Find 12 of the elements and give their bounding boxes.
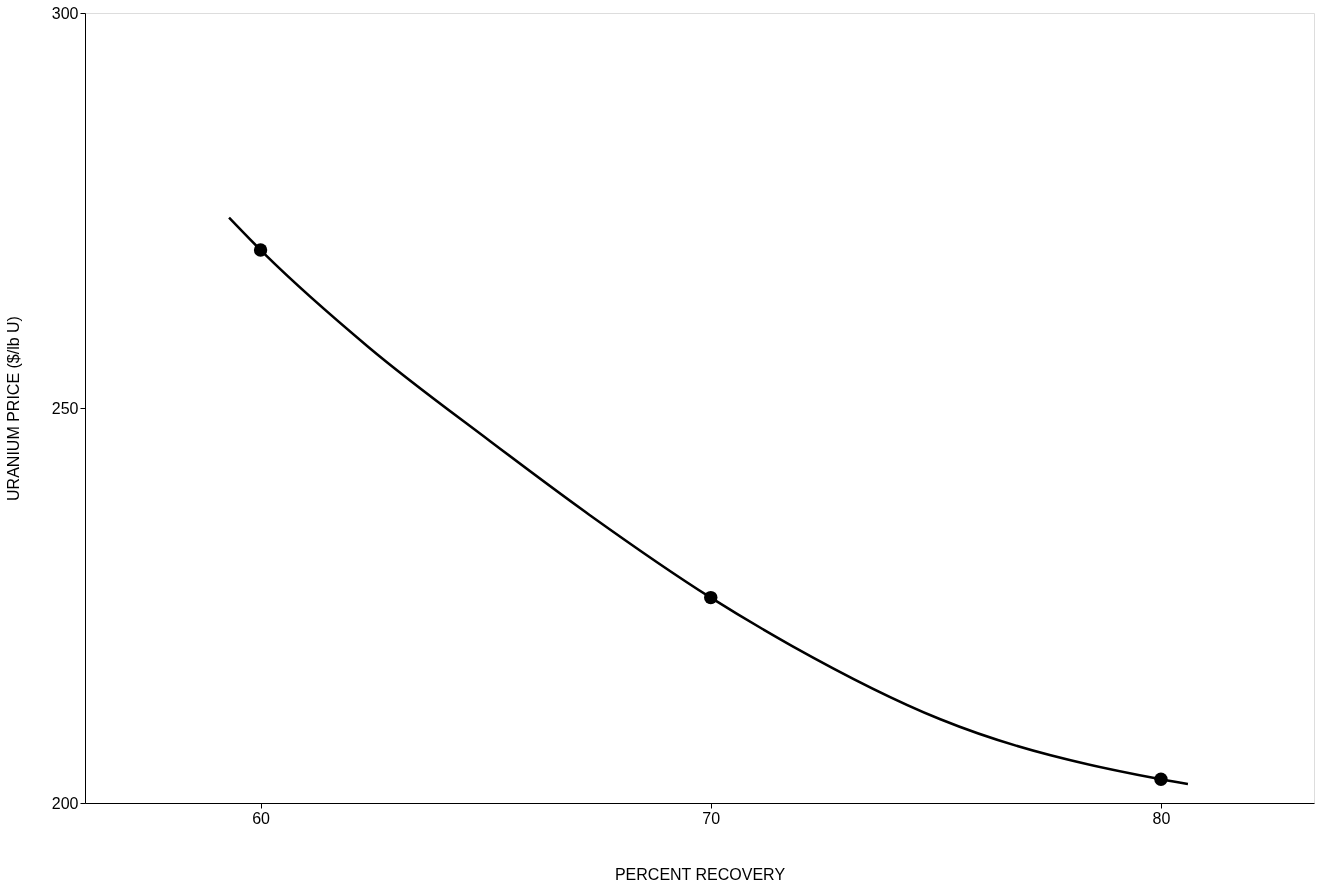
- y-tick-label: 250: [51, 399, 79, 417]
- y-tick-label: 200: [51, 794, 79, 812]
- x-tick-label: 70: [702, 809, 721, 827]
- x-tick-label: 60: [252, 809, 271, 827]
- x-axis-title: PERCENT RECOVERY: [614, 865, 786, 883]
- x-tick-label: 80: [1152, 809, 1171, 827]
- point: [253, 243, 268, 257]
- y-tick-label: 300: [51, 4, 79, 22]
- point: [1154, 772, 1168, 786]
- line-series: [227, 216, 1190, 786]
- y-axis-title: URANIUM PRICE ($/lb U): [4, 316, 22, 501]
- point: [704, 590, 718, 605]
